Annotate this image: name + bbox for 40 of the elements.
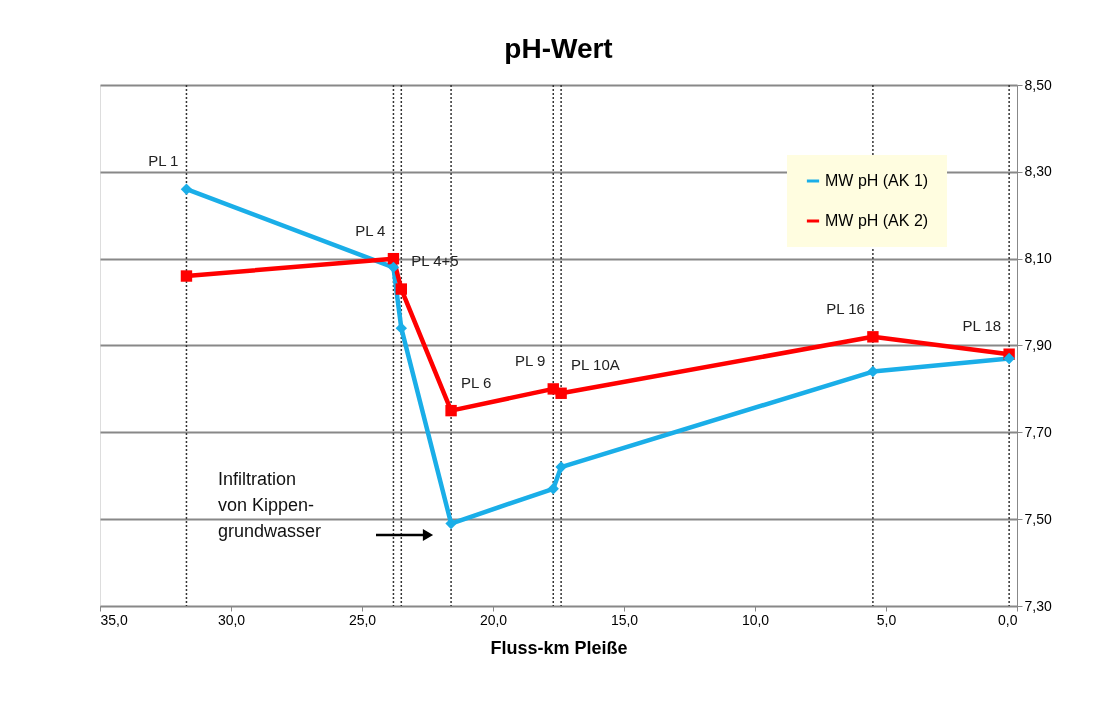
x-tick-label: 0,0: [998, 611, 1018, 628]
y-tick-label: 7,50: [1024, 510, 1052, 527]
ref-line-label: PL 4+5: [411, 252, 459, 270]
point: [547, 383, 559, 395]
point: [555, 461, 567, 473]
point: [1003, 352, 1015, 365]
y-tick-label: 7,30: [1024, 597, 1052, 614]
x-tick-label: 10,0: [741, 611, 770, 628]
legend-label: MW pH (AK 2): [825, 212, 929, 229]
y-tick-label: 8,30: [1024, 163, 1052, 180]
point: [387, 252, 400, 265]
point: [387, 261, 400, 274]
x-tick-label: 25,0: [348, 611, 377, 628]
ref-line-label: PL 16: [826, 299, 865, 317]
ref-line-label: PL 18: [962, 317, 1002, 335]
x-tick-label: 30,0: [217, 611, 246, 628]
chart-title: pH-Wert: [504, 33, 613, 64]
point: [867, 331, 879, 343]
ref-line-label: PL 9: [514, 351, 546, 369]
y-tick-label: 8,50: [1024, 76, 1052, 93]
y-tick-label: 7,70: [1024, 423, 1052, 440]
ref-line-label: PL 6: [461, 373, 492, 391]
y-tick-label: 7,90: [1024, 337, 1052, 353]
point: [445, 517, 457, 530]
ref-line-label: PL 4: [355, 221, 386, 239]
x-tick-label: 15,0: [610, 611, 639, 628]
x-tick-label: 35,0: [100, 611, 128, 628]
ref-line-label: PL 10A: [571, 356, 620, 374]
x-tick-label: 20,0: [479, 611, 508, 628]
legend-label: MW pH (AK 1): [825, 172, 929, 189]
point: [180, 270, 193, 282]
point: [395, 283, 407, 295]
point: [180, 183, 193, 195]
annotation: Infiltration von Kippen- grundwasser: [218, 469, 322, 541]
ref-line-label: PL 1: [148, 152, 179, 170]
y-tick-label: 8,10: [1024, 250, 1052, 267]
point: [547, 483, 559, 495]
x-tick-label: 5,0: [876, 611, 897, 628]
x-axis-title: Fluss-km Pleiße: [490, 637, 628, 658]
point: [445, 404, 457, 417]
